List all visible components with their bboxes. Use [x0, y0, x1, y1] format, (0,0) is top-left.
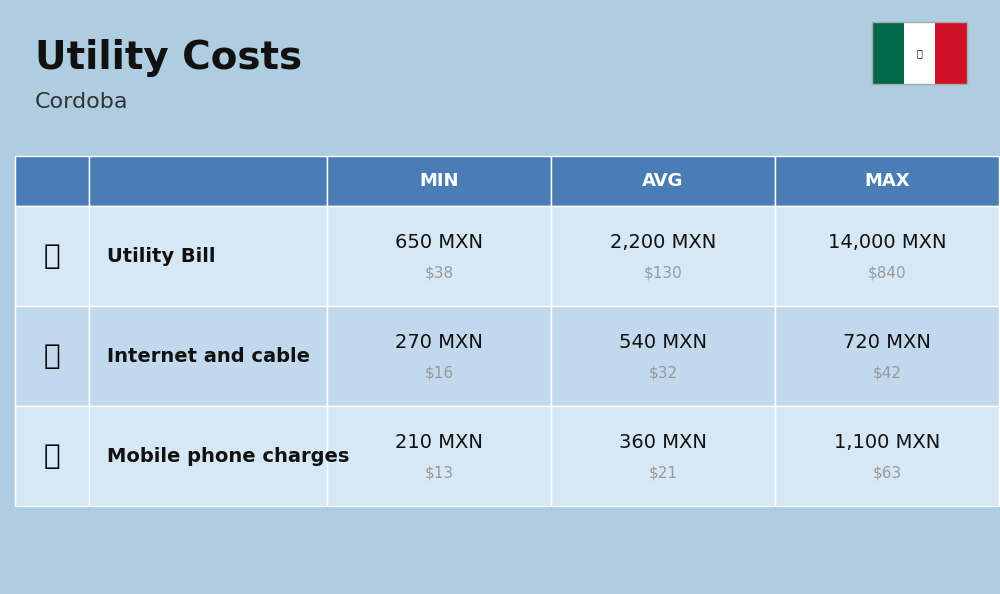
Text: AVG: AVG: [642, 172, 684, 190]
Text: $13: $13: [424, 466, 454, 481]
FancyBboxPatch shape: [935, 22, 967, 84]
FancyBboxPatch shape: [327, 206, 551, 306]
FancyBboxPatch shape: [775, 406, 999, 506]
FancyBboxPatch shape: [551, 306, 775, 406]
FancyBboxPatch shape: [15, 306, 89, 406]
Text: Cordoba: Cordoba: [35, 92, 128, 112]
FancyBboxPatch shape: [904, 22, 935, 84]
Text: 360 MXN: 360 MXN: [619, 432, 707, 451]
FancyBboxPatch shape: [89, 206, 327, 306]
Text: Utility Costs: Utility Costs: [35, 39, 302, 77]
Text: 🦅: 🦅: [917, 48, 922, 58]
Text: $16: $16: [424, 365, 454, 381]
Text: 🔧: 🔧: [44, 242, 60, 270]
Text: 📱: 📱: [44, 442, 60, 470]
Text: 650 MXN: 650 MXN: [395, 232, 483, 251]
FancyBboxPatch shape: [15, 406, 89, 506]
Text: 720 MXN: 720 MXN: [843, 333, 931, 352]
Text: 270 MXN: 270 MXN: [395, 333, 483, 352]
FancyBboxPatch shape: [775, 306, 999, 406]
FancyBboxPatch shape: [15, 156, 89, 206]
Text: Internet and cable: Internet and cable: [107, 346, 310, 365]
Text: $21: $21: [648, 466, 678, 481]
FancyBboxPatch shape: [327, 406, 551, 506]
Text: 📡: 📡: [44, 342, 60, 370]
Text: $840: $840: [868, 266, 906, 280]
FancyBboxPatch shape: [551, 156, 775, 206]
FancyBboxPatch shape: [775, 206, 999, 306]
Text: $32: $32: [648, 365, 678, 381]
Text: MIN: MIN: [419, 172, 459, 190]
Text: $38: $38: [424, 266, 454, 280]
FancyBboxPatch shape: [551, 206, 775, 306]
FancyBboxPatch shape: [775, 156, 999, 206]
FancyBboxPatch shape: [327, 156, 551, 206]
Text: 540 MXN: 540 MXN: [619, 333, 707, 352]
FancyBboxPatch shape: [327, 306, 551, 406]
Text: 2,200 MXN: 2,200 MXN: [610, 232, 716, 251]
Text: 1,100 MXN: 1,100 MXN: [834, 432, 940, 451]
Text: MAX: MAX: [864, 172, 910, 190]
FancyBboxPatch shape: [89, 406, 327, 506]
Text: $63: $63: [872, 466, 902, 481]
Text: $130: $130: [644, 266, 682, 280]
Text: 210 MXN: 210 MXN: [395, 432, 483, 451]
FancyBboxPatch shape: [89, 156, 327, 206]
Text: $42: $42: [873, 365, 902, 381]
FancyBboxPatch shape: [872, 22, 904, 84]
FancyBboxPatch shape: [89, 306, 327, 406]
Text: 14,000 MXN: 14,000 MXN: [828, 232, 946, 251]
FancyBboxPatch shape: [551, 406, 775, 506]
FancyBboxPatch shape: [15, 206, 89, 306]
Text: Mobile phone charges: Mobile phone charges: [107, 447, 349, 466]
Text: Utility Bill: Utility Bill: [107, 247, 216, 266]
